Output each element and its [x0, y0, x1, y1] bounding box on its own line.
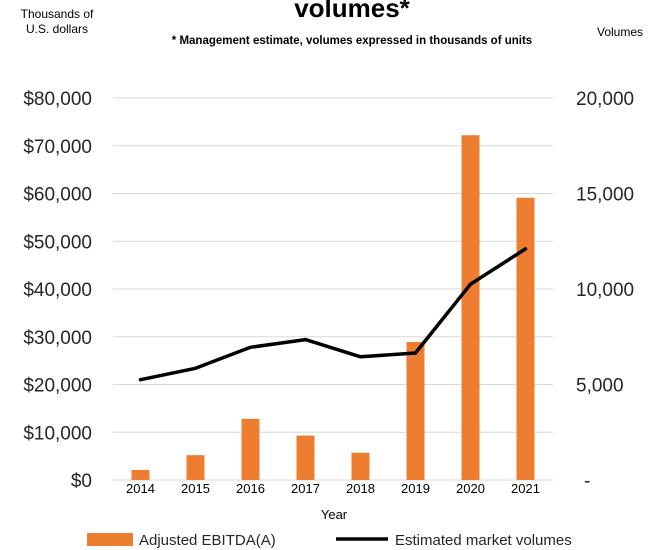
left-y-tick-label: $50,000	[23, 232, 92, 253]
bar-2018	[351, 452, 370, 480]
right-y-axis-ticks: - 5,000 10,000 15,000 20,000	[576, 89, 634, 492]
legend-label-line: Estimated market volumes	[395, 532, 572, 549]
gridlines	[113, 97, 553, 481]
x-tick-label: 2014	[126, 481, 155, 496]
left-y-tick-label: $10,000	[23, 423, 92, 444]
right-y-tick-label: 10,000	[576, 280, 634, 301]
left-y-tick-label: $70,000	[23, 137, 92, 158]
chart-subtitle: * Management estimate, volumes expressed…	[172, 35, 532, 47]
bar-2015	[186, 455, 205, 480]
legend: Adjusted EBITDA(A) Estimated market volu…	[87, 532, 572, 549]
x-tick-label: 2015	[181, 481, 210, 496]
line-series	[138, 247, 528, 382]
x-axis-ticks: 2014 2015 2016 2017 2018 2019 2020 2021	[126, 481, 540, 496]
right-axis-unit-label: Volumes	[597, 25, 643, 39]
left-y-tick-label: $80,000	[23, 89, 92, 110]
legend-swatch-bar	[87, 533, 133, 546]
left-y-tick-label: $0	[71, 471, 92, 492]
x-tick-label: 2018	[346, 481, 375, 496]
left-y-axis-ticks: $0 $10,000 $20,000 $30,000 $40,000 $50,000 $60…	[23, 89, 92, 492]
bar-2016	[241, 418, 260, 480]
right-y-tick-label: 15,000	[576, 185, 634, 206]
left-y-tick-label: $20,000	[23, 376, 92, 397]
x-tick-label: 2021	[511, 481, 540, 496]
x-tick-label: 2020	[456, 481, 485, 496]
bar-series	[131, 135, 535, 481]
bar-2014	[131, 469, 150, 480]
x-tick-label: 2017	[291, 481, 320, 496]
bar-2017	[296, 435, 315, 480]
chart-title: volumes*	[294, 0, 410, 23]
right-y-tick-label: 5,000	[576, 376, 624, 397]
x-axis-label: Year	[321, 507, 348, 522]
left-y-tick-label: $30,000	[23, 328, 92, 349]
left-axis-unit-label: Thousands of U.S. dollars	[21, 7, 94, 36]
right-y-tick-label: -	[584, 471, 590, 492]
left-y-tick-label: $60,000	[23, 185, 92, 206]
x-tick-label: 2019	[401, 481, 430, 496]
bar-2020	[461, 135, 480, 480]
x-tick-label: 2016	[236, 481, 265, 496]
bar-2021	[516, 197, 535, 481]
left-y-tick-label: $40,000	[23, 280, 92, 301]
legend-label-bar: Adjusted EBITDA(A)	[139, 532, 276, 549]
bar-2019	[406, 342, 425, 480]
right-y-tick-label: 20,000	[576, 89, 634, 110]
volume-line	[138, 247, 528, 382]
